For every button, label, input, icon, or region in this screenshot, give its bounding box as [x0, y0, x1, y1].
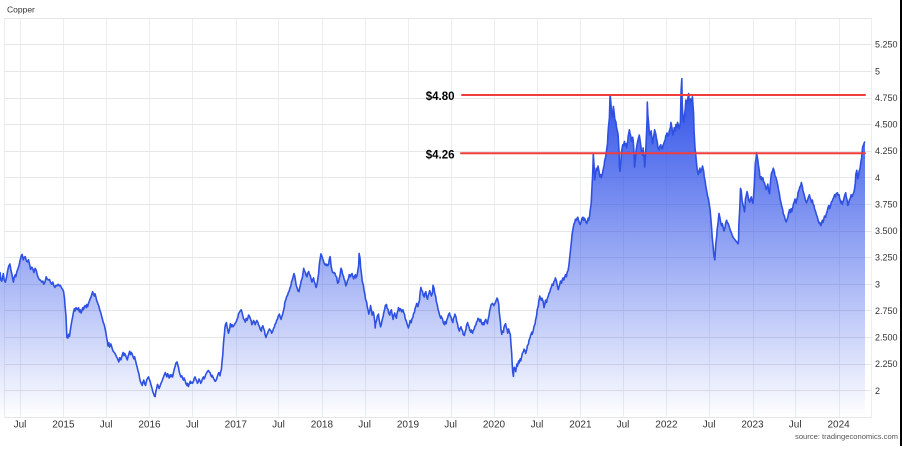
svg-text:2022: 2022	[655, 420, 678, 431]
svg-text:$4.26: $4.26	[426, 149, 455, 161]
svg-text:2018: 2018	[311, 420, 334, 431]
svg-text:3.750: 3.750	[875, 200, 898, 210]
svg-text:2017: 2017	[225, 420, 248, 431]
svg-text:3.250: 3.250	[875, 253, 898, 263]
svg-text:2024: 2024	[827, 420, 850, 431]
svg-text:5.250: 5.250	[875, 40, 898, 50]
svg-text:2023: 2023	[741, 420, 764, 431]
svg-text:$4.80: $4.80	[426, 91, 455, 103]
svg-text:4.750: 4.750	[875, 93, 898, 103]
svg-text:3: 3	[875, 279, 880, 289]
svg-text:Jul: Jul	[272, 420, 285, 431]
svg-text:Jul: Jul	[703, 420, 716, 431]
svg-text:Jul: Jul	[358, 420, 371, 431]
svg-text:Jul: Jul	[186, 420, 199, 431]
svg-text:source: tradingeconomics.com: source: tradingeconomics.com	[795, 432, 898, 441]
svg-text:Jul: Jul	[100, 420, 113, 431]
svg-text:2: 2	[875, 386, 880, 396]
svg-text:2016: 2016	[138, 420, 161, 431]
svg-text:2020: 2020	[483, 420, 506, 431]
svg-text:4.500: 4.500	[875, 120, 898, 130]
svg-text:Copper: Copper	[7, 4, 35, 14]
svg-text:2021: 2021	[569, 420, 592, 431]
svg-text:2015: 2015	[52, 420, 75, 431]
svg-text:Jul: Jul	[531, 420, 544, 431]
svg-text:2.250: 2.250	[875, 359, 898, 369]
svg-text:4: 4	[875, 173, 880, 183]
svg-text:Jul: Jul	[444, 420, 457, 431]
svg-text:2019: 2019	[397, 420, 420, 431]
svg-text:4.250: 4.250	[875, 146, 898, 156]
svg-text:Jul: Jul	[14, 420, 27, 431]
svg-text:Jul: Jul	[789, 420, 802, 431]
svg-text:Jul: Jul	[617, 420, 630, 431]
svg-text:5: 5	[875, 66, 880, 76]
svg-text:3.500: 3.500	[875, 226, 898, 236]
svg-text:2.750: 2.750	[875, 306, 898, 316]
svg-text:2.500: 2.500	[875, 333, 898, 343]
